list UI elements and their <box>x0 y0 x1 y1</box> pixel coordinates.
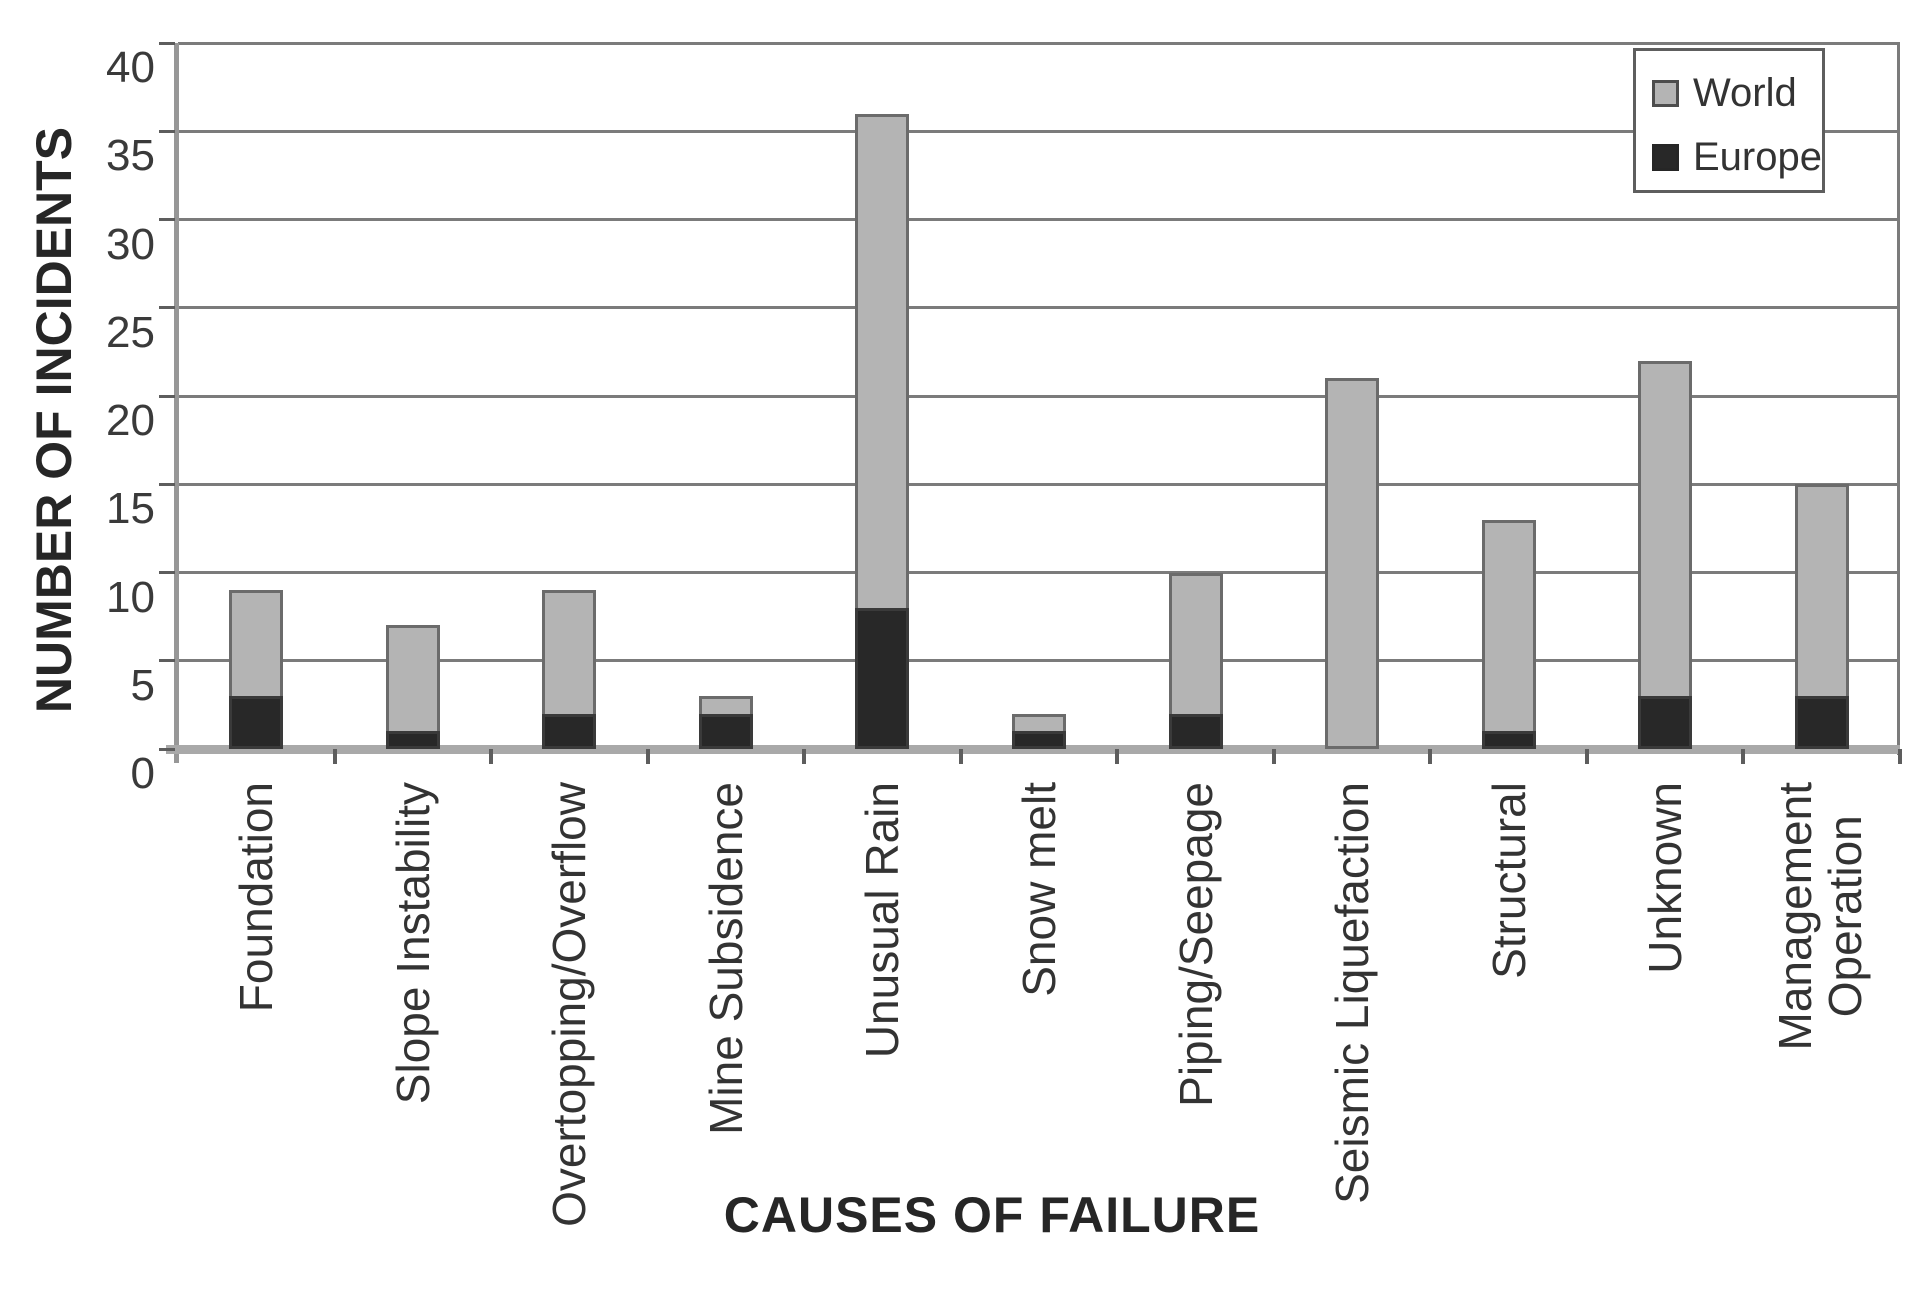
category-label-5: Snow melt <box>1013 782 1065 1252</box>
legend: World Europe <box>1633 48 1825 193</box>
x-axis-tick-5 <box>958 749 963 764</box>
category-label-text: Piping/Seepage <box>1169 782 1222 1107</box>
y-axis-tick-20 <box>159 394 175 398</box>
category-label-text: Snow melt <box>1013 782 1065 997</box>
category-label-text: Structural <box>1482 782 1535 979</box>
y-axis-tick-35 <box>159 129 175 133</box>
x-axis-tick-8 <box>1428 749 1433 764</box>
bar-europe-6 <box>1168 713 1223 749</box>
y-axis-tick-25 <box>159 306 175 310</box>
bar-europe-3 <box>698 713 753 749</box>
y-tick-label-20: 20 <box>106 396 155 445</box>
legend-label-world: World <box>1693 70 1797 115</box>
bar-europe-8 <box>1481 731 1536 749</box>
category-label-text: Slope Instability <box>386 782 439 1105</box>
bar-europe-2 <box>542 713 597 749</box>
x-axis-tick-7 <box>1271 749 1276 764</box>
category-label-0: Foundation <box>230 782 283 1252</box>
gridline-40 <box>178 41 1900 45</box>
bar-world-9 <box>1638 360 1693 749</box>
y-axis-tick-15 <box>159 482 175 486</box>
x-axis-tick-10 <box>1741 749 1746 764</box>
y-axis-tick-0 <box>159 747 175 751</box>
category-label-10: Management Operation <box>1768 782 1874 1252</box>
plot-right-border <box>1897 43 1900 755</box>
bar-world-1 <box>385 625 440 749</box>
y-tick-label-10: 10 <box>106 572 155 622</box>
y-axis-tick-40 <box>159 41 175 45</box>
legend-item-europe: Europe <box>1652 125 1822 189</box>
gridline-30 <box>178 218 1900 221</box>
category-label-text: Unknown <box>1639 782 1692 974</box>
y-tick-label-5: 5 <box>130 660 155 710</box>
category-label-4: Unusual Rain <box>856 782 909 1252</box>
bar-europe-9 <box>1638 696 1693 749</box>
x-axis-tick-11 <box>1898 749 1902 764</box>
y-tick-label-15: 15 <box>106 484 155 534</box>
gridline-20 <box>178 394 1900 398</box>
y-tick-label-0: 0 <box>130 749 155 798</box>
bar-europe-5 <box>1012 731 1066 749</box>
bar-europe-4 <box>855 607 910 749</box>
bar-europe-10 <box>1794 696 1849 749</box>
legend-swatch-europe-icon <box>1652 143 1679 171</box>
category-label-text: Foundation <box>230 782 283 1013</box>
category-label-8: Structural <box>1482 782 1535 1252</box>
x-axis-title: CAUSES OF FAILURE <box>723 1187 1261 1243</box>
y-tick-label-40: 40 <box>106 43 155 92</box>
category-label-text: Unusual Rain <box>856 782 909 1059</box>
category-label-text: Management Operation <box>1768 782 1871 1051</box>
bar-world-7 <box>1325 378 1380 749</box>
category-label-1: Slope Instability <box>386 782 439 1252</box>
x-axis-tick-6 <box>1115 749 1120 764</box>
legend-swatch-world-icon <box>1652 79 1679 107</box>
gridline-35 <box>178 129 1900 133</box>
bar-world-8 <box>1481 519 1536 749</box>
y-tick-label-25: 25 <box>106 307 155 357</box>
category-label-text: Seismic Liquefaction <box>1326 782 1379 1204</box>
legend-label-europe: Europe <box>1693 134 1822 179</box>
bar-europe-1 <box>385 731 440 749</box>
y-axis-tick-30 <box>159 218 175 221</box>
y-axis-tick-5 <box>159 659 175 663</box>
x-axis-tick-1 <box>332 749 337 764</box>
category-label-text: Mine Subsidence <box>699 782 752 1135</box>
legend-item-world: World <box>1652 61 1822 125</box>
category-label-2: Overtopping/Overflow <box>543 782 596 1252</box>
gridline-15 <box>178 482 1900 486</box>
x-axis-tick-9 <box>1584 749 1589 764</box>
y-axis-tick-10 <box>159 571 175 574</box>
y-tick-label-30: 30 <box>106 219 155 269</box>
x-axis-tick-3 <box>645 749 650 764</box>
gridline-10 <box>178 571 1900 574</box>
category-label-7: Seismic Liquefaction <box>1326 782 1379 1252</box>
x-axis-tick-4 <box>802 749 807 764</box>
y-axis-line <box>174 43 179 763</box>
gridline-25 <box>178 306 1900 310</box>
category-label-3: Mine Subsidence <box>699 782 752 1252</box>
category-label-text: Overtopping/Overflow <box>543 782 596 1227</box>
category-label-6: Piping/Seepage <box>1169 782 1222 1252</box>
gridline-5 <box>178 659 1900 663</box>
y-axis-title: NUMBER OF INCIDENTS <box>26 126 82 714</box>
y-tick-label-35: 35 <box>106 131 155 181</box>
x-axis-line <box>166 745 1900 754</box>
category-label-9: Unknown <box>1639 782 1692 1252</box>
x-axis-tick-2 <box>489 749 494 764</box>
bar-europe-0 <box>229 696 284 749</box>
